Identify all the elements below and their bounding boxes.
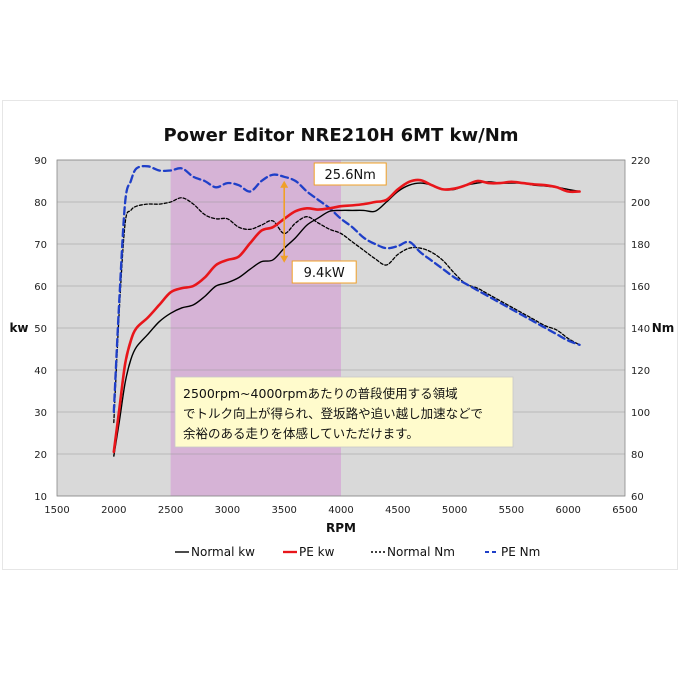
chart-frame: Power Editor NRE210H 6MT kw/Nm 1500 2000 2…	[2, 100, 678, 570]
y-left-tick-label: 70	[34, 240, 47, 251]
note-background	[174, 376, 514, 448]
x-axis-label: RPM	[326, 521, 356, 535]
series-line-normal-nm	[113, 197, 581, 424]
callout-box-kw	[291, 260, 357, 284]
legend: Normal kw PE kw Normal Nm PE Nm	[175, 545, 540, 559]
legend-label: PE kw	[299, 545, 335, 559]
y-left-axis-ticks: 10 20 30 40 50 60 70 80 90	[34, 156, 47, 503]
x-tick-label: 5500	[499, 505, 524, 516]
y-left-tick-label: 50	[34, 324, 47, 335]
callout-box-nm	[313, 162, 387, 186]
y-right-tick-label: 60	[631, 492, 644, 503]
legend-label: Normal kw	[191, 545, 255, 559]
note-box: 2500rpm~4000rpmあたりの普段使用する領域 でトルク向上が得られ、登…	[174, 376, 514, 448]
x-tick-label: 6000	[555, 505, 580, 516]
callout-arrowhead-down	[280, 255, 289, 263]
chart-title: Power Editor NRE210H 6MT kw/Nm	[163, 125, 518, 146]
y-right-tick-label: 160	[631, 282, 650, 293]
x-tick-label: 5000	[442, 505, 467, 516]
x-tick-label: 4000	[328, 505, 353, 516]
y-left-tick-label: 40	[34, 366, 47, 377]
y-right-tick-label: 180	[631, 240, 650, 251]
y-right-tick-label: 220	[631, 156, 650, 167]
y-left-tick-label: 10	[34, 492, 47, 503]
x-tick-label: 2000	[101, 505, 126, 516]
plot-border	[56, 159, 626, 497]
legend-label: Normal Nm	[387, 545, 455, 559]
y-left-axis-label: kw	[9, 321, 28, 335]
callout-kw: 9.4kW	[304, 266, 345, 281]
x-tick-label: 1500	[44, 505, 69, 516]
y-left-tick-label: 60	[34, 282, 47, 293]
y-right-tick-label: 140	[631, 324, 650, 335]
y-right-axis-label: Nm	[652, 321, 675, 335]
y-right-tick-label: 80	[631, 450, 644, 461]
y-right-tick-label: 200	[631, 198, 650, 209]
note-line-1: 2500rpm~4000rpmあたりの普段使用する領域	[183, 386, 458, 401]
note-line-2: でトルク向上が得られ、登坂路や追い越し加速などで	[183, 406, 483, 421]
y-right-axis-ticks: 60 80 100 120 140 160 180 200 220	[631, 156, 650, 503]
x-tick-label: 3000	[215, 505, 240, 516]
y-right-tick-label: 100	[631, 408, 650, 419]
x-tick-label: 6500	[612, 505, 637, 516]
x-axis-ticks: 1500 2000 2500 3000 3500 4000 4500 5000 5500 6000…	[44, 505, 637, 516]
y-left-tick-label: 30	[34, 408, 47, 419]
note-line-3: 余裕のある走りを体感していただけます。	[183, 426, 419, 441]
callout-arrowhead-up	[280, 180, 289, 188]
chart-svg: Power Editor NRE210H 6MT kw/Nm 1500 2000 2…	[9, 125, 675, 559]
y-left-tick-label: 80	[34, 198, 47, 209]
legend-label: PE Nm	[501, 545, 540, 559]
x-tick-label: 2500	[158, 505, 183, 516]
callout-nm: 25.6Nm	[325, 168, 376, 183]
callouts: 25.6Nm 9.4kW	[280, 162, 387, 284]
series-line-pe-kw	[112, 178, 581, 454]
y-left-tick-label: 90	[34, 156, 47, 167]
series-layer	[112, 164, 581, 457]
x-tick-label: 4500	[385, 505, 410, 516]
y-right-tick-label: 120	[631, 366, 650, 377]
y-left-tick-label: 20	[34, 450, 47, 461]
x-tick-label: 3500	[271, 505, 296, 516]
